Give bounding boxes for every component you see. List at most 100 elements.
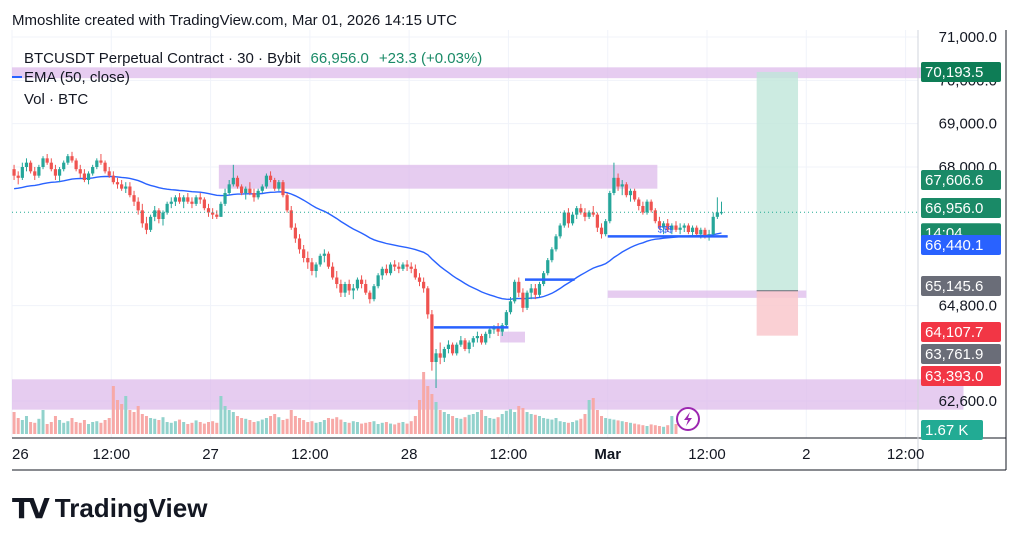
volume-bar [16, 418, 20, 434]
watermark-header: Mmoshlite created with TradingView.com, … [12, 12, 457, 29]
candle-body [715, 212, 719, 217]
candle-body [103, 162, 107, 172]
volume-bar [529, 414, 533, 434]
volume-bar [277, 417, 281, 434]
volume-bar [322, 420, 326, 434]
volume-bar [612, 419, 616, 434]
price-badge-bg [921, 62, 1001, 82]
candle-body [194, 197, 198, 204]
volume-bar [144, 416, 148, 434]
candle-body [148, 216, 153, 230]
candle-body [53, 169, 58, 176]
candle-body [459, 340, 463, 345]
volume-bar [604, 418, 608, 434]
candle-body [388, 264, 393, 274]
candle-body [359, 279, 364, 284]
volume-bar [244, 418, 248, 434]
x-tick-label: 12:00 [93, 446, 131, 463]
volume-bar [389, 423, 393, 434]
volume-bar [314, 422, 318, 434]
volume-bar [633, 423, 637, 434]
volume-bar [517, 406, 521, 434]
volume-bar [422, 372, 426, 434]
candle-body [136, 201, 140, 211]
volume-bar [157, 420, 161, 434]
volume-bar [566, 422, 570, 434]
candle-body [393, 264, 397, 267]
volume-bar [269, 416, 273, 434]
candle-body [426, 288, 430, 315]
candle-body [628, 190, 633, 196]
candle-body [78, 169, 82, 174]
candle-body [33, 171, 37, 176]
volume-bar [360, 423, 364, 434]
price-badge-label: 65,145.6 [925, 278, 983, 295]
candle-body [695, 227, 699, 235]
volume-bar [434, 402, 438, 434]
candle-body [546, 260, 550, 274]
x-tick-label: 12:00 [291, 446, 329, 463]
candle-body [612, 177, 616, 193]
candle-body [165, 203, 169, 213]
candle-body [686, 225, 690, 232]
candle-body [24, 162, 29, 167]
candle-body [608, 193, 612, 222]
candle-body [397, 266, 401, 269]
volume-bar [78, 422, 82, 434]
candle-body [405, 264, 409, 267]
volume-bar [273, 414, 277, 434]
price-badge-label: 67,606.6 [925, 172, 983, 189]
volume-bar [355, 422, 359, 434]
volume-bar [558, 421, 562, 434]
position-profit-zone [756, 71, 799, 291]
volume-bar [202, 423, 206, 434]
candle-body [302, 249, 306, 258]
x-tick-label: 26 [12, 446, 29, 463]
volume-bar [194, 420, 198, 434]
volume-bar [115, 400, 119, 434]
volume-bar [149, 418, 153, 434]
candle-body [508, 301, 513, 313]
volume-bar [649, 424, 653, 434]
volume-bar [53, 416, 57, 434]
volume-bar [442, 412, 446, 434]
price-badge-bg [921, 198, 1001, 218]
candle-body [355, 279, 360, 289]
volume-bar [653, 425, 657, 434]
ema-line [14, 175, 722, 301]
candle-body [318, 255, 322, 265]
volume-bar [376, 424, 380, 434]
volume-bar [380, 422, 384, 434]
candle-body [190, 201, 194, 204]
candle-body [335, 277, 339, 284]
candle-body [132, 195, 136, 202]
candle-body [674, 225, 678, 230]
price-badge-label: 66,440.1 [925, 237, 983, 254]
volume-bar [29, 422, 33, 434]
volume-bar [87, 424, 91, 434]
volume-bar [252, 422, 256, 434]
candle-body [29, 162, 33, 172]
candle-body [215, 214, 219, 217]
volume-bar [662, 426, 666, 434]
volume-bar [132, 412, 136, 434]
candle-body [372, 286, 376, 300]
volume-bar [41, 410, 45, 434]
volume-bar [289, 410, 293, 434]
candle-body [177, 197, 182, 202]
volume-bar [211, 421, 215, 434]
candle-body [248, 188, 252, 193]
volume-bar [451, 416, 455, 434]
candle-body [273, 180, 277, 189]
price-badge-bg [921, 344, 1001, 364]
tradingview-logo: TV TradingView [12, 492, 207, 525]
candle-body [562, 212, 566, 226]
candle-body [306, 258, 310, 263]
volume-bar [608, 418, 612, 434]
price-badge-label: 70,193.5 [925, 64, 983, 81]
legend-symbol: BTCUSDT Perpetual Contract · 30 · Bybit [24, 50, 301, 67]
volume-bar [82, 420, 86, 434]
volume-bar [20, 420, 24, 434]
volume-bar [657, 426, 661, 434]
